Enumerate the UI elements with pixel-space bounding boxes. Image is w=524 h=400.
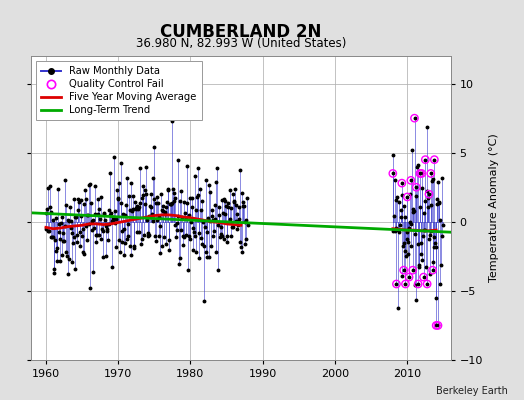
Point <box>419 274 428 280</box>
Point <box>403 194 411 200</box>
Point <box>427 170 435 177</box>
Point <box>432 322 440 329</box>
Text: Berkeley Earth: Berkeley Earth <box>436 386 508 396</box>
Point <box>398 180 406 186</box>
Point <box>421 156 430 163</box>
Point <box>423 281 431 287</box>
Point <box>410 115 419 121</box>
Point <box>434 322 442 329</box>
Point <box>399 267 408 273</box>
Point <box>409 267 417 273</box>
Point <box>407 177 415 184</box>
Point <box>416 170 424 177</box>
Point <box>392 281 401 287</box>
Point <box>389 170 397 177</box>
Text: 36.980 N, 82.993 W (United States): 36.980 N, 82.993 W (United States) <box>136 37 346 50</box>
Point <box>401 281 410 287</box>
Point <box>429 267 437 273</box>
Point <box>430 156 439 163</box>
Point <box>418 170 426 177</box>
Legend: Raw Monthly Data, Quality Control Fail, Five Year Moving Average, Long-Term Tren: Raw Monthly Data, Quality Control Fail, … <box>37 61 202 120</box>
Point <box>412 184 420 190</box>
Y-axis label: Temperature Anomaly (°C): Temperature Anomaly (°C) <box>488 134 499 282</box>
Point <box>405 274 413 280</box>
Point <box>414 281 422 287</box>
Point <box>425 191 433 197</box>
Title: CUMBERLAND 2N: CUMBERLAND 2N <box>160 22 322 40</box>
